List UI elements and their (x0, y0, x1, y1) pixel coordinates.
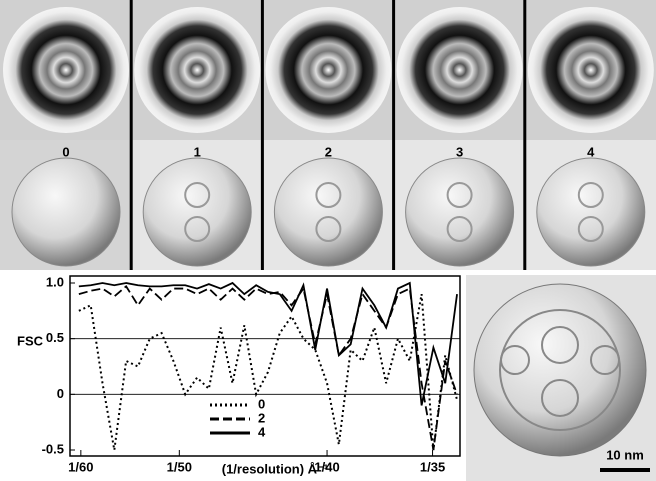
x-axis-label: (1/resolution) Å⁻¹ (222, 461, 329, 476)
panel-label: 4 (587, 144, 595, 159)
x-tick-label: 1/35 (420, 459, 445, 474)
y-tick-label: -0.5 (42, 441, 64, 456)
fsc-line (78, 281, 458, 406)
y-tick-label: 0 (57, 386, 64, 401)
model-panel: 10 nm (466, 275, 656, 481)
fsc-chart: -0.5 0 0.5 1.0 1/60 1/50 1/40 1/35 FSC (1/resolut… (17, 274, 461, 476)
legend-label: 0 (258, 396, 265, 411)
scale-label: 10 nm (606, 447, 644, 462)
y-tick-label: 0.5 (46, 330, 64, 345)
surface-render (11, 157, 121, 267)
model-detail (499, 309, 621, 431)
y-tick-label: 1.0 (46, 274, 64, 289)
y-axis-label: FSC (17, 333, 44, 348)
legend-label: 4 (258, 424, 266, 439)
legend-label: 2 (258, 410, 265, 425)
panel-label: 1 (194, 144, 201, 159)
panel-label: 3 (456, 144, 463, 159)
panel-label: 2 (325, 144, 332, 159)
x-tick-label: 1/40 (314, 459, 339, 474)
surface-render (273, 157, 383, 267)
surface-hole (446, 216, 473, 242)
x-tick-label: 1/60 (68, 459, 93, 474)
fsc-line (78, 293, 459, 451)
density-map (265, 7, 392, 133)
surface-hole (184, 216, 211, 242)
surface-render (405, 157, 515, 267)
surface-hole (577, 216, 604, 242)
surface-hole (184, 182, 211, 208)
x-tick-label: 1/50 (167, 459, 192, 474)
density-map (3, 7, 129, 133)
surface-hole (315, 182, 342, 208)
surface-hole (446, 182, 473, 208)
surface-render (536, 157, 646, 267)
surface-hole (315, 216, 342, 242)
panels: 0 1 2 3 4 (0, 0, 656, 270)
fsc-line (78, 284, 458, 451)
density-map (396, 7, 523, 133)
density-map (527, 7, 654, 133)
surface-hole (577, 182, 604, 208)
density-map (134, 7, 261, 133)
panel-label: 0 (62, 144, 69, 159)
plot-frame (69, 275, 461, 457)
surface-render (142, 157, 252, 267)
